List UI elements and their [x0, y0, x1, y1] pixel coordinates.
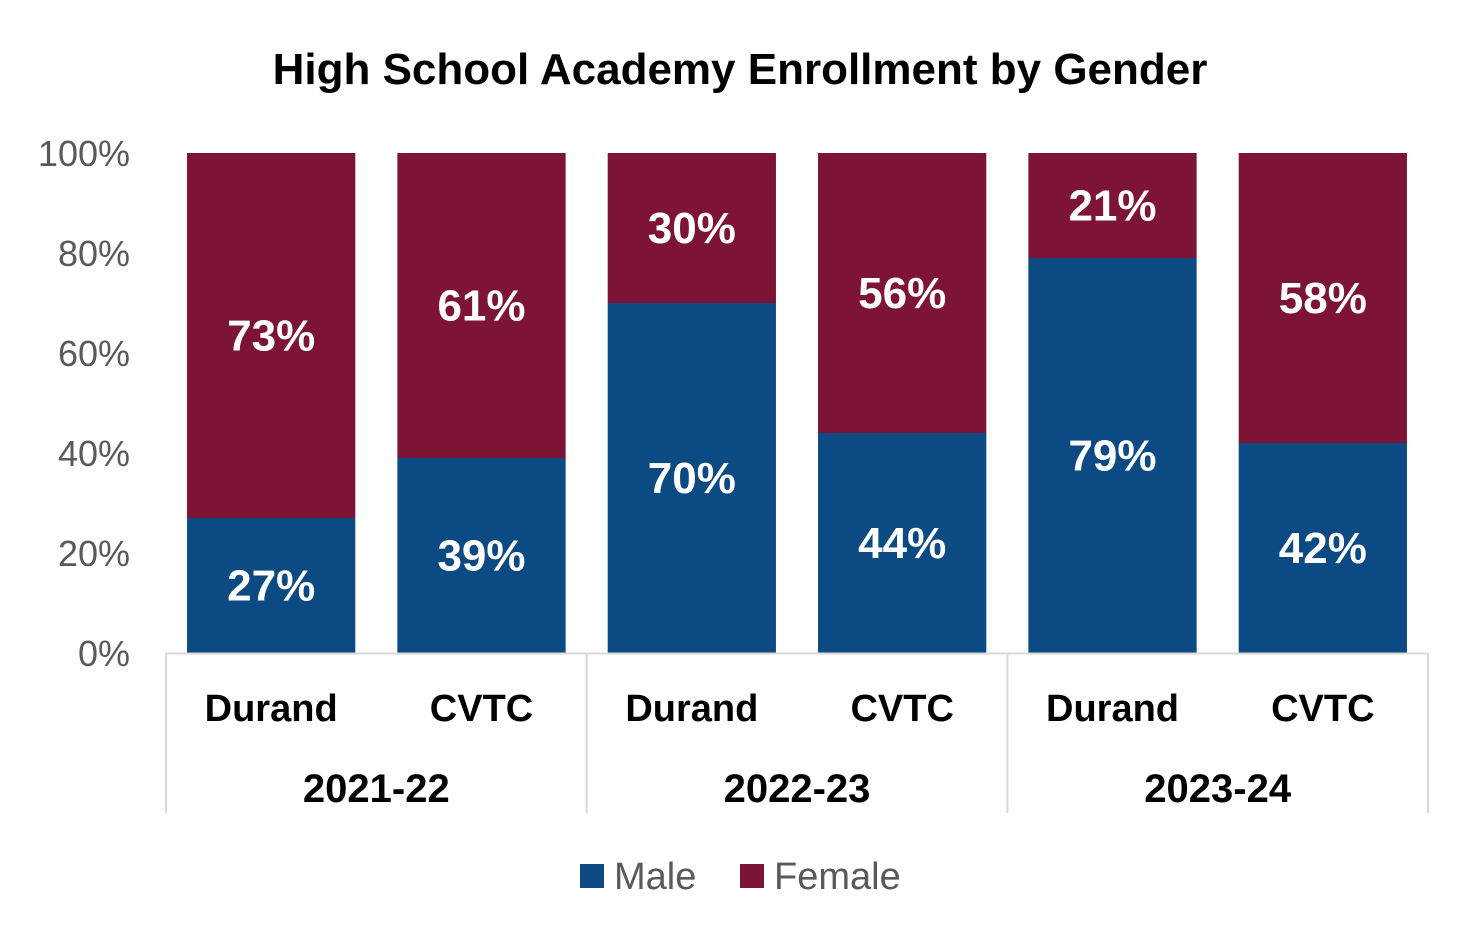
y-axis: 0% 20% 40% 60% 80% 100%: [38, 133, 130, 674]
bar-male-5: [1238, 443, 1407, 653]
legend-swatch-male: [580, 864, 604, 888]
data-label-male-1: 39%: [437, 532, 525, 581]
bars: 27% 73% 39% 61% 70% 30% 44% 56% 79% 21% 42% 58%: [187, 153, 1407, 653]
data-label-female-4: 21%: [1068, 182, 1156, 231]
bar-female-4: [1028, 153, 1197, 258]
data-label-female-3: 56%: [858, 269, 946, 318]
data-label-male-3: 44%: [858, 519, 946, 568]
data-label-female-1: 61%: [437, 282, 525, 331]
y-tick-label: 0%: [78, 633, 130, 674]
data-label-male-0: 27%: [227, 562, 315, 611]
legend: Male Female: [580, 856, 901, 898]
bar-female-5: [1238, 153, 1407, 443]
x-axis: Durand CVTC 2021-22 Durand CVTC 2022-23 Durand…: [165, 652, 1429, 813]
x-group-label: 2021-22: [303, 767, 450, 811]
x-category-label: Durand: [625, 688, 758, 730]
bar-male-3: [818, 433, 987, 653]
x-category-label: Durand: [1046, 688, 1179, 730]
bar-female-1: [397, 153, 566, 458]
legend-label-male: Male: [614, 856, 696, 898]
bar-male-1: [397, 458, 566, 653]
data-label-female-0: 73%: [227, 312, 315, 361]
x-category-label: CVTC: [430, 688, 533, 730]
x-category-label: Durand: [205, 688, 338, 730]
bar-female-0: [187, 153, 356, 518]
x-category-label: CVTC: [1271, 688, 1374, 730]
data-label-female-5: 58%: [1279, 274, 1367, 323]
bar-female-3: [818, 153, 987, 433]
data-label-male-5: 42%: [1279, 524, 1367, 573]
y-tick-label: 100%: [38, 133, 130, 174]
data-label-female-2: 30%: [648, 204, 736, 253]
x-category-label: CVTC: [850, 688, 953, 730]
y-tick-label: 40%: [58, 433, 130, 474]
chart-title: High School Academy Enrollment by Gender: [273, 45, 1208, 94]
y-tick-label: 20%: [58, 533, 130, 574]
x-group-label: 2022-23: [724, 767, 871, 811]
bar-male-4: [1028, 258, 1197, 653]
y-tick-label: 80%: [58, 233, 130, 274]
y-tick-label: 60%: [58, 333, 130, 374]
legend-label-female: Female: [774, 856, 901, 898]
bar-male-0: [187, 518, 356, 653]
bar-female-2: [607, 153, 776, 303]
bar-male-2: [607, 303, 776, 653]
x-group-label: 2023-24: [1144, 767, 1292, 811]
legend-swatch-female: [740, 864, 764, 888]
data-label-male-2: 70%: [648, 454, 736, 503]
data-label-male-4: 79%: [1068, 432, 1156, 481]
